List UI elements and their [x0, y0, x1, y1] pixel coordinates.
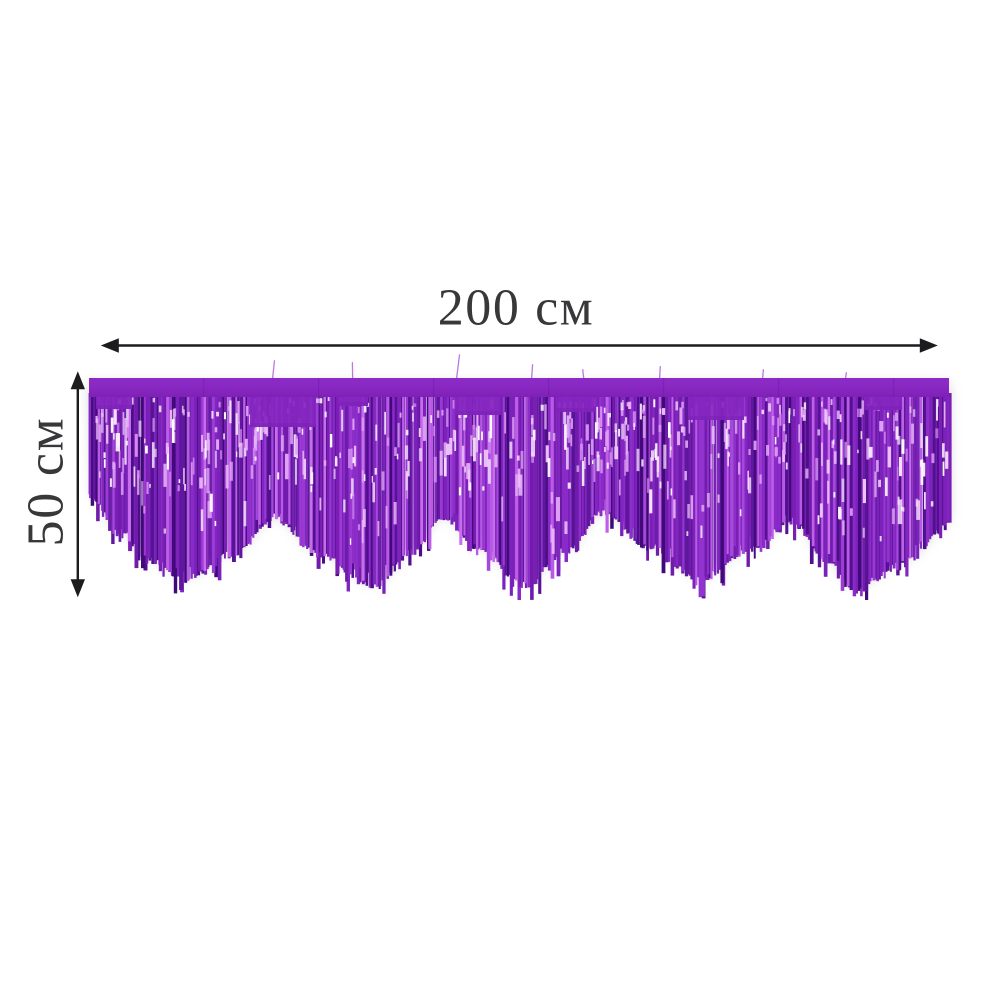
svg-text:50 см: 50 см — [18, 417, 75, 547]
svg-text:200 см: 200 см — [438, 280, 595, 337]
